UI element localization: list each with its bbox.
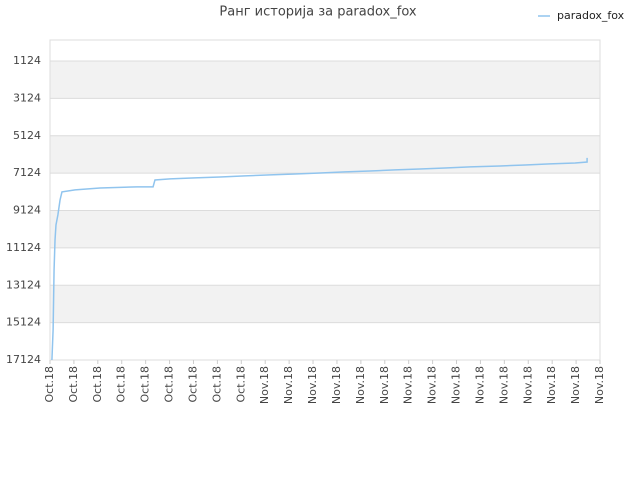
x-tick-label: Nov.18: [545, 366, 558, 404]
x-tick-label: Nov.18: [282, 366, 295, 404]
x-tick-label: Oct.18: [210, 366, 223, 403]
y-tick-label: 5124: [13, 129, 41, 142]
x-tick-label: Nov.18: [593, 366, 606, 404]
x-tick-label: Nov.18: [521, 366, 534, 404]
plot-band: [50, 210, 600, 248]
x-tick-label: Oct.18: [163, 366, 176, 403]
x-tick-label: Nov.18: [450, 366, 463, 404]
x-tick-label: Nov.18: [497, 366, 510, 404]
chart-title: Ранг историја за paradox_fox: [219, 5, 416, 20]
x-tick-label: Oct.18: [139, 366, 152, 403]
y-tick-label: 7124: [13, 166, 41, 179]
x-tick-label: Nov.18: [402, 366, 415, 404]
x-tick-label: Nov.18: [426, 366, 439, 404]
x-tick-label: Oct.18: [186, 366, 199, 403]
x-tick-label: Oct.18: [115, 366, 128, 403]
x-tick-label: Oct.18: [234, 366, 247, 403]
legend-label: paradox_fox: [557, 9, 625, 22]
x-tick-label: Oct.18: [43, 366, 56, 403]
plot-band: [50, 98, 600, 136]
x-tick-label: Nov.18: [569, 366, 582, 404]
series-line: [51, 157, 588, 361]
plot-band: [50, 285, 600, 323]
plot-band: [50, 135, 600, 174]
x-tick-label: Nov.18: [354, 366, 367, 404]
y-tick-label: 11124: [6, 241, 41, 254]
x-tick-label: Nov.18: [330, 366, 343, 404]
y-tick-label: 3124: [13, 91, 41, 104]
x-tick-label: Oct.18: [67, 366, 80, 403]
x-tick-label: Nov.18: [473, 366, 486, 404]
plot-band: [50, 173, 600, 211]
plot-band: [50, 61, 600, 99]
y-tick-label: 15124: [6, 316, 41, 329]
y-tick-label: 13124: [6, 278, 41, 291]
y-tick-label: 17124: [6, 353, 41, 366]
plot-band: [50, 247, 600, 286]
plot-band: [50, 40, 600, 62]
x-tick-label: Nov.18: [378, 366, 391, 404]
x-tick-label: Oct.18: [91, 366, 104, 403]
y-tick-label: 9124: [13, 204, 41, 217]
x-tick-label: Nov.18: [306, 366, 319, 404]
plot-band: [50, 322, 600, 360]
x-tick-label: Nov.18: [258, 366, 271, 404]
y-tick-label: 1124: [13, 54, 41, 67]
